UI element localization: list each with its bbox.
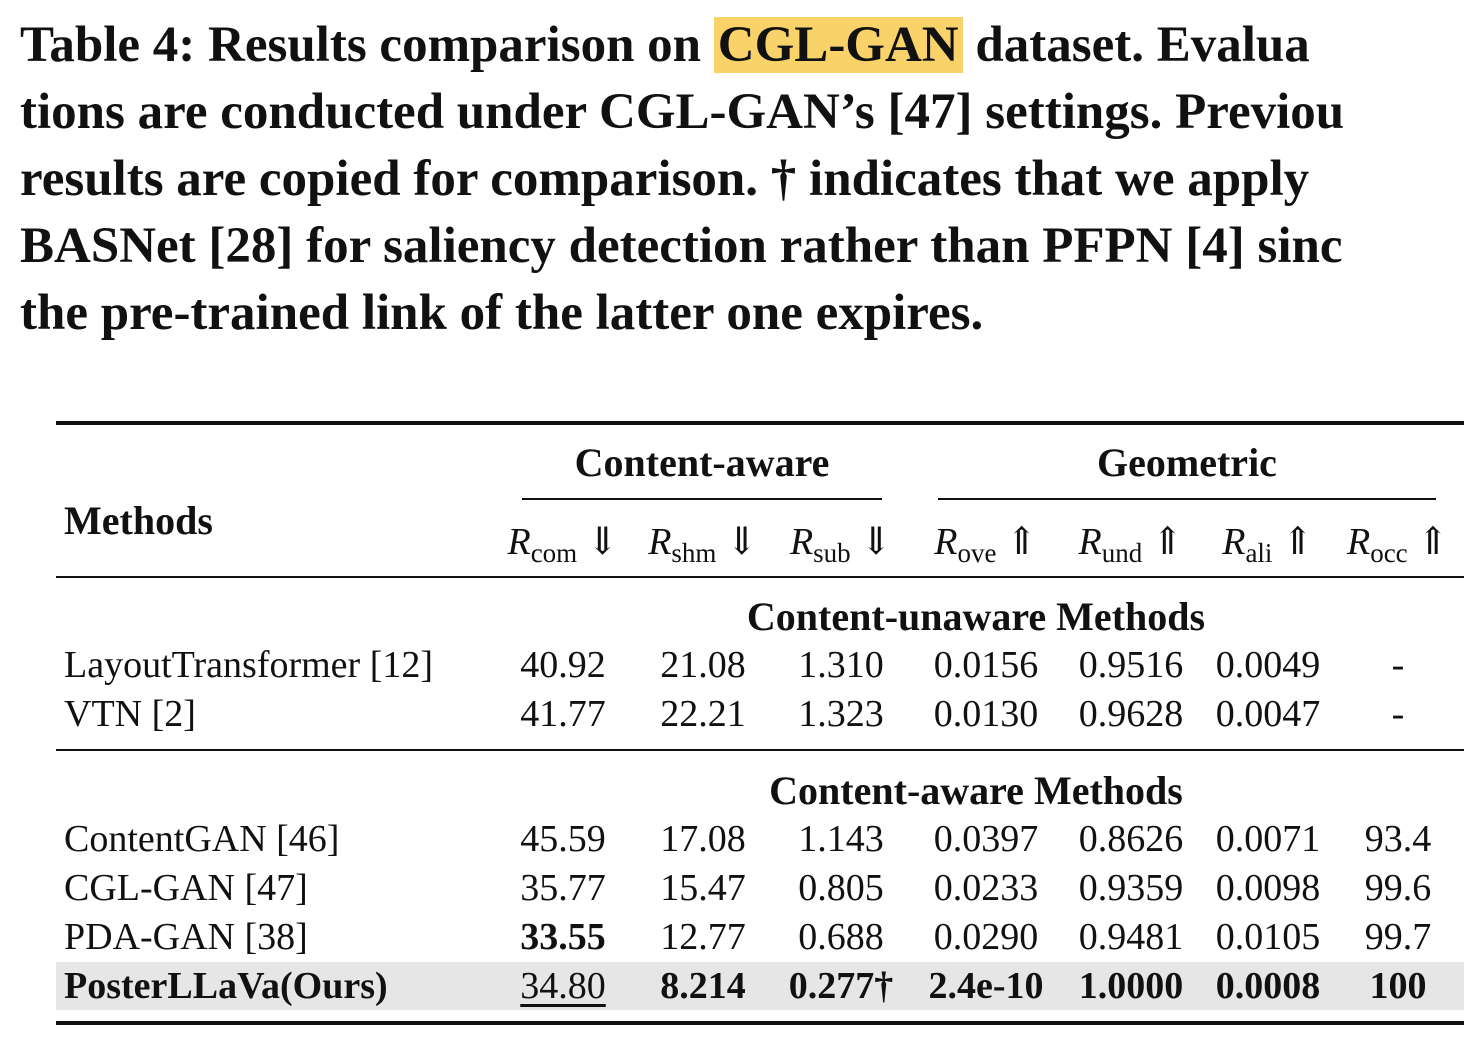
caption-line-5: the pre-trained link of the latter one e…	[20, 285, 984, 341]
table-row-method: PDA-GAN [38]	[64, 916, 308, 958]
metric-subscript: shm	[671, 538, 717, 568]
table-row-method: CGL-GAN [47]	[64, 867, 308, 909]
table-cell-shm: 22.21	[660, 693, 746, 735]
metric-arrow: ⇓	[725, 521, 758, 563]
table-cell-com: 34.80	[520, 965, 606, 1007]
table-cell-ali: 0.0008	[1215, 965, 1321, 1007]
group-content-aware: Content-aware	[574, 440, 830, 485]
table-cell-shm: 15.47	[660, 867, 746, 909]
metric-arrow: ⇓	[860, 521, 893, 563]
table-row-method: VTN [2]	[64, 693, 196, 735]
table-cell-und: 0.8626	[1078, 818, 1184, 860]
table-cell-ali: 0.0098	[1215, 867, 1321, 909]
table-cell-occ: 100	[1369, 965, 1427, 1007]
table-cell-sub: 1.323	[798, 693, 884, 735]
metric-subscript: com	[530, 538, 578, 568]
metric-symbol: R	[1078, 521, 1102, 563]
highlight-row-bg	[56, 962, 1464, 1010]
metric-arrow: ⇑	[1417, 521, 1450, 563]
table-cell-ove: 0.0290	[933, 916, 1039, 958]
caption-line-1: Table 4: Results comparison on CGL-GAN d…	[20, 12, 1478, 79]
top-rule	[56, 421, 1464, 425]
table-row-method: PosterLLaVa(Ours)	[64, 965, 388, 1007]
caption-label: Table 4:	[20, 17, 196, 73]
section-title-aware: Content-aware Methods	[769, 768, 1183, 813]
metric-header-ove: Rove ⇑	[911, 519, 1061, 569]
results-table: Content-aware Geometric Methods Rcom ⇓ Rs…	[56, 421, 1464, 1031]
metric-header-und: Rund ⇑	[1056, 519, 1206, 569]
metric-subscript: sub	[813, 538, 851, 568]
table-cell-ove: 0.0130	[933, 693, 1039, 735]
table-row-method: ContentGAN [46]	[64, 818, 340, 860]
metric-subscript: ali	[1245, 538, 1273, 568]
metric-header-occ: Rocc ⇑	[1323, 519, 1473, 569]
metric-arrow: ⇑	[1005, 521, 1038, 563]
table-cell-und: 0.9628	[1078, 693, 1184, 735]
metric-arrow: ⇑	[1151, 521, 1184, 563]
caption-text-1a: Results comparison on	[208, 17, 714, 73]
table-row-method: LayoutTransformer [12]	[64, 644, 434, 686]
group-geometric: Geometric	[1097, 440, 1277, 485]
table-cell-sub: 0.805	[798, 867, 884, 909]
metric-symbol: R	[1346, 521, 1371, 563]
caption-text-1b: dataset. Evalua	[962, 17, 1310, 73]
caption-highlight: CGL-GAN	[713, 17, 963, 73]
metric-subscript: occ	[1370, 538, 1408, 568]
metric-arrow: ⇓	[586, 521, 619, 563]
metric-header-sub: Rsub ⇓	[766, 519, 916, 569]
table-cell-und: 0.9481	[1078, 916, 1184, 958]
table-cell-com: 41.77	[520, 693, 606, 735]
table-cell-ove: 0.0397	[933, 818, 1039, 860]
metric-symbol: R	[1222, 521, 1246, 563]
metric-arrow: ⇑	[1281, 521, 1314, 563]
table-cell-shm: 17.08	[660, 818, 746, 860]
table-cell-ali: 0.0071	[1215, 818, 1321, 860]
section-rule	[56, 749, 1464, 751]
table-cell-sub: 1.310	[798, 644, 884, 686]
metric-symbol: R	[648, 521, 672, 563]
methods-header: Methods	[64, 498, 213, 543]
table-cell-ali: 0.0049	[1215, 644, 1321, 686]
table-cell-com: 35.77	[520, 867, 606, 909]
table-cell-com: 33.55	[520, 916, 606, 958]
header-rule	[56, 576, 1464, 578]
table-cell-ali: 0.0105	[1215, 916, 1321, 958]
table-cell-ali: 0.0047	[1215, 693, 1321, 735]
metric-header-shm: Rshm ⇓	[628, 519, 778, 569]
table-cell-ove: 0.0156	[933, 644, 1039, 686]
metric-header-com: Rcom ⇓	[488, 519, 638, 569]
metric-subscript: ove	[957, 538, 997, 568]
table-cell-ove: 0.0233	[933, 867, 1039, 909]
table-cell-sub: 0.277†	[788, 965, 894, 1007]
caption-line-4: BASNet [28] for saliency detection rathe…	[20, 218, 1343, 274]
table-cell-occ: 99.7	[1364, 916, 1432, 958]
table-cell-com: 45.59	[520, 818, 606, 860]
table-caption: Table 4: Results comparison on CGL-GAN d…	[20, 12, 1478, 347]
group-underline-geometric	[938, 498, 1436, 500]
table-cell-und: 1.0000	[1078, 965, 1184, 1007]
table-cell-occ: 93.4	[1364, 818, 1432, 860]
table-cell-und: 0.9516	[1078, 644, 1184, 686]
table-cell-sub: 1.143	[798, 818, 884, 860]
metric-header-ali: Rali ⇑	[1193, 519, 1343, 569]
table-cell-shm: 12.77	[660, 916, 746, 958]
section-title-unaware: Content-unaware Methods	[746, 594, 1206, 639]
table-cell-occ: 99.6	[1364, 867, 1432, 909]
metric-symbol: R	[507, 521, 531, 563]
metric-symbol: R	[789, 521, 814, 563]
caption-line-3: results are copied for comparison. † ind…	[20, 151, 1310, 207]
table-cell-occ: -	[1391, 644, 1405, 686]
group-underline-content	[522, 498, 882, 500]
table-cell-occ: -	[1391, 693, 1405, 735]
metric-subscript: und	[1101, 538, 1143, 568]
table-cell-shm: 21.08	[660, 644, 746, 686]
metric-symbol: R	[934, 521, 958, 563]
caption-line-2: tions are conducted under CGL-GAN’s [47]…	[20, 84, 1345, 140]
table-cell-sub: 0.688	[798, 916, 884, 958]
bottom-rule	[56, 1021, 1464, 1025]
table-cell-und: 0.9359	[1078, 867, 1184, 909]
table-cell-shm: 8.214	[660, 965, 746, 1007]
table-cell-com: 40.92	[520, 644, 606, 686]
table-cell-ove: 2.4e-10	[928, 965, 1044, 1007]
